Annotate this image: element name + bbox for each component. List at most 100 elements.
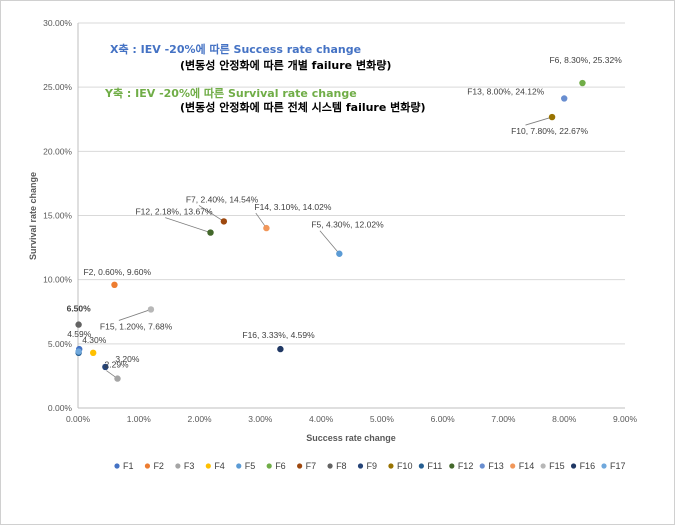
annotation-y-axis: Y축 : IEV -20%에 따른 Survival rate change <box>104 86 357 100</box>
x-tick-label: 8.00% <box>552 414 577 424</box>
legend-label-f12: F12 <box>458 461 474 471</box>
legend-item-f14: F14 <box>510 461 534 471</box>
point-f4 <box>89 349 97 357</box>
legend-item-f15: F15 <box>540 461 565 471</box>
y-tick-label: 0.00% <box>48 403 73 413</box>
legend-item-f11: F11 <box>418 461 442 471</box>
legend-label-f5: F5 <box>245 461 256 471</box>
point-f8 <box>75 321 82 328</box>
legend-label-f2: F2 <box>153 461 164 471</box>
legend-marker-f5 <box>236 463 242 469</box>
legend-item-f6: F6 <box>266 461 286 471</box>
legend-label-f10: F10 <box>397 461 413 471</box>
legend-item-f16: F16 <box>570 461 596 471</box>
legend-marker-f2 <box>144 463 151 469</box>
legend-item-f1: F1 <box>114 461 134 471</box>
data-label-f4: 4.30% <box>82 335 107 345</box>
y-tick-label: 25.00% <box>43 82 72 92</box>
leader-line-f15 <box>118 309 152 321</box>
y-tick-label: 20.00% <box>43 146 72 156</box>
point-f2 <box>111 281 118 288</box>
x-axis-title: Success rate change <box>306 433 396 443</box>
x-tick-label: 7.00% <box>491 414 516 424</box>
legend-item-f2: F2 <box>144 461 164 471</box>
y-tick-label: 30.00% <box>43 18 72 28</box>
legend-label-f7: F7 <box>306 461 317 471</box>
data-label-f1: 4.59% <box>67 329 92 339</box>
legend-label-f15: F15 <box>549 461 565 471</box>
data-label-f3: 2.29% <box>105 360 130 370</box>
data-label-f8: 6.50% <box>67 304 92 314</box>
point-f5 <box>336 250 343 257</box>
legend-label-f4: F4 <box>214 461 225 471</box>
legend-item-f5: F5 <box>236 461 255 471</box>
legend-label-f11: F11 <box>427 461 442 471</box>
legend-marker-f15 <box>540 463 546 469</box>
point-f17 <box>75 348 82 355</box>
legend-item-f12: F12 <box>449 461 473 471</box>
legend-item-f17: F17 <box>601 461 626 471</box>
legend-marker-f10 <box>388 463 394 469</box>
legend: F1 F2 F3 F4 F5 F6 F7 F8 F9 F10 F11 F12 F13 F14 F15 F16 F… <box>114 461 626 471</box>
legend-marker-f12 <box>449 463 455 469</box>
legend-marker-f14 <box>510 463 516 469</box>
x-tick-label: 3.00% <box>248 414 273 424</box>
point-f15 <box>147 306 155 313</box>
y-tick-label: 10.00% <box>43 275 72 285</box>
legend-item-f7: F7 <box>297 461 316 471</box>
legend-label-f14: F14 <box>519 461 535 471</box>
data-label-f16: F16, 3.33%, 4.59% <box>242 330 315 340</box>
legend-marker-f7 <box>297 463 303 469</box>
annotation-x-axis-note: (변동성 안정화에 따른 개별 failure 변화량) <box>180 58 391 72</box>
leader-line-f7 <box>198 205 225 222</box>
legend-label-f3: F3 <box>184 461 195 471</box>
axes <box>77 23 625 409</box>
y-tick-label: 5.00% <box>48 339 73 349</box>
point-f12 <box>207 229 214 236</box>
legend-marker-f9 <box>357 463 364 469</box>
legend-label-f16: F16 <box>580 461 596 471</box>
legend-item-f8: F8 <box>327 461 347 471</box>
x-tick-label: 1.00% <box>127 414 152 424</box>
legend-label-f9: F9 <box>367 461 378 471</box>
data-label-f14: F14, 3.10%, 14.02% <box>254 202 331 212</box>
data-labels: 4.59% F2, 0.60%, 9.60% 2.29% 4.30% F5, 4.30%… <box>67 55 623 370</box>
data-label-f9: 3.20% <box>115 354 140 364</box>
legend-marker-f16 <box>570 463 577 469</box>
legend-item-f13: F13 <box>479 461 504 471</box>
data-label-f10: F10, 7.80%, 22.67% <box>511 126 588 136</box>
point-f13 <box>561 95 568 102</box>
point-f10 <box>548 113 556 121</box>
x-axis-ticks: 0.00% 1.00% 2.00% 3.00% 4.00% 5.00% 6.00% 7.00%… <box>66 414 638 424</box>
leader-line-f10 <box>525 116 553 126</box>
point-f14 <box>263 224 270 232</box>
legend-label-f8: F8 <box>336 461 347 471</box>
point-f9 <box>102 363 109 371</box>
x-tick-label: 4.00% <box>309 414 334 424</box>
legend-marker-f6 <box>266 463 272 469</box>
label-leader-lines <box>106 116 553 379</box>
x-tick-label: 9.00% <box>613 414 638 424</box>
y-tick-label: 15.00% <box>43 211 72 221</box>
legend-marker-f11 <box>418 463 424 469</box>
legend-label-f17: F17 <box>610 461 626 471</box>
data-label-f2: F2, 0.60%, 9.60% <box>83 267 151 277</box>
point-f16 <box>277 345 284 353</box>
legend-label-f1: F1 <box>123 461 134 471</box>
leader-line-f12 <box>165 217 211 233</box>
legend-item-f3: F3 <box>175 461 194 471</box>
data-label-f5: F5, 4.30%, 12.02% <box>311 220 384 230</box>
legend-label-f13: F13 <box>488 461 504 471</box>
legend-marker-f1 <box>114 463 120 469</box>
x-tick-label: 6.00% <box>431 414 456 424</box>
x-tick-label: 0.00% <box>66 414 91 424</box>
x-tick-label: 2.00% <box>188 414 213 424</box>
data-label-f12: F12, 2.18%, 13.67% <box>135 207 212 217</box>
data-label-f15: F15, 1.20%, 7.68% <box>100 321 173 331</box>
legend-item-f9: F9 <box>357 461 378 471</box>
legend-item-f10: F10 <box>388 461 412 471</box>
legend-marker-f3 <box>175 463 181 469</box>
x-tick-label: 5.00% <box>370 414 395 424</box>
leader-line-f5 <box>319 230 340 255</box>
legend-marker-f17 <box>601 463 607 469</box>
